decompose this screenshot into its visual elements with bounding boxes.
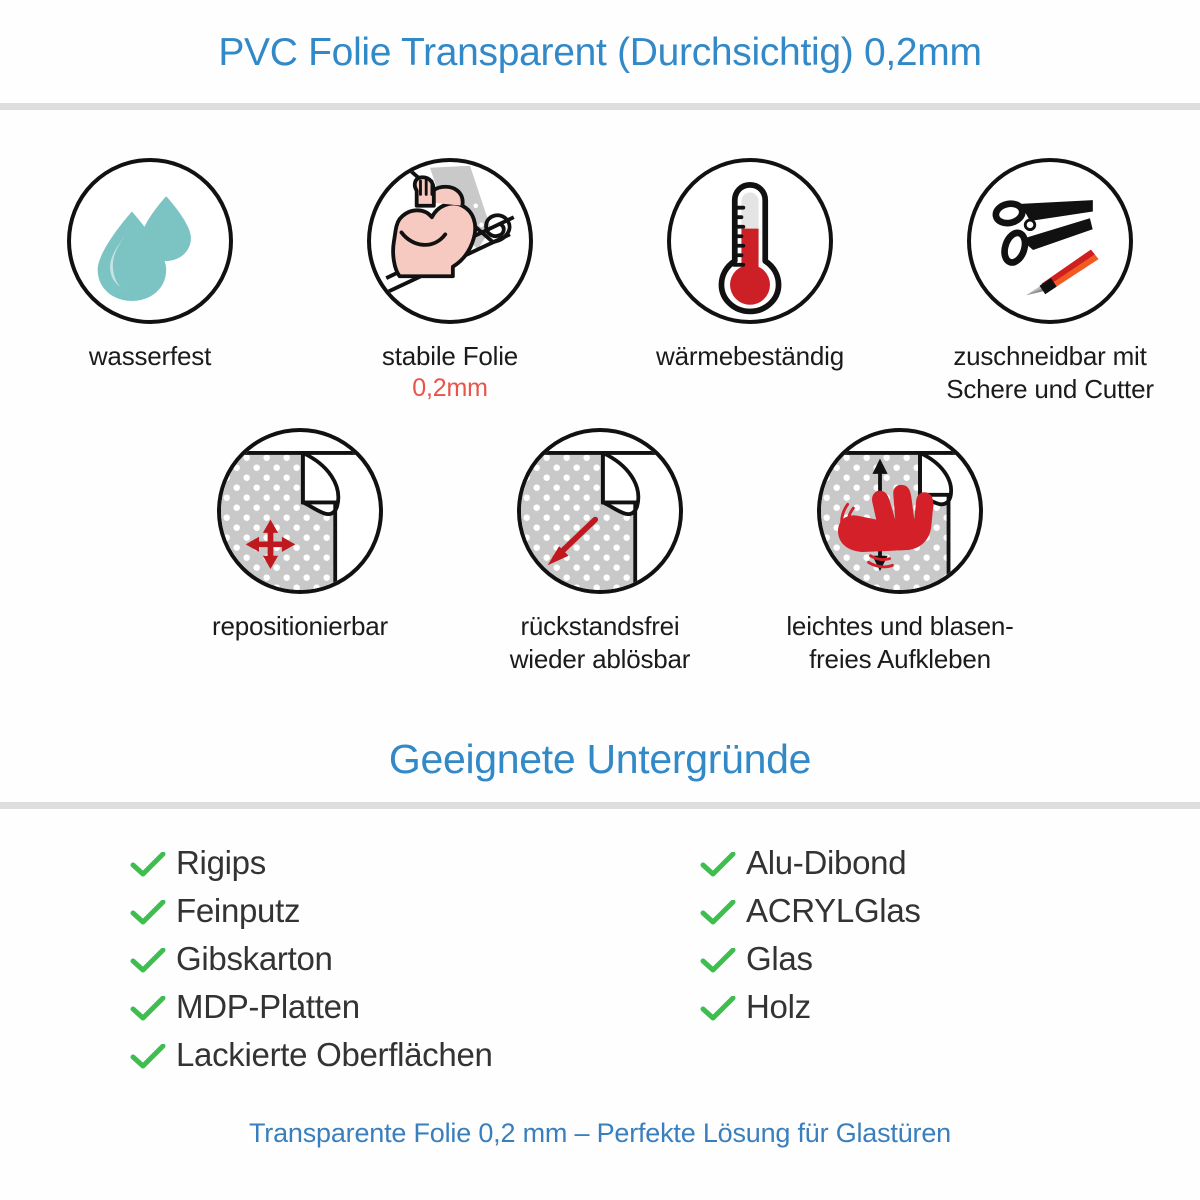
check-icon bbox=[700, 852, 746, 878]
feature-label: zuschneidbar mit Schere und Cutter bbox=[946, 341, 1154, 405]
scissors-cutter-icon bbox=[971, 162, 1129, 320]
badge-circle bbox=[217, 428, 383, 594]
list-item: Holz bbox=[700, 990, 1090, 1038]
feature-label: wasserfest bbox=[88, 341, 212, 371]
section-heading-untergruende: Geeignete Untergründe bbox=[388, 736, 812, 782]
list-item: MDP-Platten bbox=[130, 990, 600, 1038]
page-title: PVC Folie Transparent (Durchsichtig) 0,2… bbox=[218, 31, 982, 74]
feature-label: repositionierbar bbox=[211, 611, 388, 641]
list-item-label: Gibskarton bbox=[176, 940, 333, 977]
list-item: Gibskarton bbox=[130, 942, 600, 990]
list-item-label: Holz bbox=[746, 988, 811, 1025]
feature-waermebestaendig: wärmebeständig bbox=[600, 158, 900, 406]
check-icon bbox=[700, 900, 746, 926]
badge-circle bbox=[967, 158, 1133, 324]
list-item: Lackierte Oberflächen bbox=[130, 1038, 600, 1086]
water-drops-icon bbox=[71, 162, 229, 320]
list-item-label: Alu-Dibond bbox=[746, 844, 907, 881]
feature-row-primary: wasserfest bbox=[0, 158, 1200, 406]
list-item-label: Feinputz bbox=[176, 892, 301, 929]
badge-circle bbox=[817, 428, 983, 594]
feature-label: leichtes und blasen- freies Aufkleben bbox=[786, 611, 1014, 675]
list-item: Alu-Dibond bbox=[700, 846, 1090, 894]
thermometer-icon bbox=[671, 162, 829, 320]
list-item-label: Rigips bbox=[176, 844, 266, 881]
feature-stabile-folie: stabile Folie 0,2mm bbox=[300, 158, 600, 406]
header: PVC Folie Transparent (Durchsichtig) 0,2… bbox=[0, 0, 1200, 106]
check-icon bbox=[130, 900, 176, 926]
divider-top bbox=[0, 103, 1200, 110]
list-item-label: Lackierte Oberflächen bbox=[176, 1036, 493, 1073]
feature-blasenfreies-aufkleben: leichtes und blasen- freies Aufkleben bbox=[750, 428, 1050, 676]
peel-off-sheet-icon bbox=[521, 432, 679, 590]
check-icon bbox=[700, 948, 746, 974]
hand-smoothing-sheet-icon bbox=[821, 432, 979, 590]
check-icon bbox=[700, 996, 746, 1022]
list-item-label: Glas bbox=[746, 940, 813, 977]
feature-label: wärmebeständig bbox=[656, 341, 844, 371]
check-icon bbox=[130, 948, 176, 974]
suitable-surfaces-list: Rigips Feinputz Gibskarton MDP-Platten bbox=[0, 846, 1200, 1086]
feature-zuschneidbar: zuschneidbar mit Schere und Cutter bbox=[900, 158, 1200, 406]
check-icon bbox=[130, 996, 176, 1022]
feature-rueckstandsfrei: rückstandsfrei wieder ablösbar bbox=[450, 428, 750, 676]
repositionable-sheet-icon bbox=[221, 432, 379, 590]
list-item: ACRYLGlas bbox=[700, 894, 1090, 942]
feature-row-secondary: repositionierbar bbox=[0, 428, 1200, 676]
feature-repositionierbar: repositionierbar bbox=[150, 428, 450, 676]
list-item-label: ACRYLGlas bbox=[746, 892, 921, 929]
checklist-column-right: Alu-Dibond ACRYLGlas Glas Holz bbox=[600, 846, 1090, 1086]
feature-label: rückstandsfrei wieder ablösbar bbox=[509, 611, 691, 675]
list-item: Rigips bbox=[130, 846, 600, 894]
checklist-column-left: Rigips Feinputz Gibskarton MDP-Platten bbox=[110, 846, 600, 1086]
badge-circle bbox=[67, 158, 233, 324]
footer-tagline: Transparente Folie 0,2 mm – Perfekte Lös… bbox=[249, 1118, 951, 1148]
list-item-label: MDP-Platten bbox=[176, 988, 360, 1025]
check-icon bbox=[130, 852, 176, 878]
feature-wasserfest: wasserfest bbox=[0, 158, 300, 406]
divider-middle bbox=[0, 802, 1200, 809]
check-icon bbox=[130, 1044, 176, 1070]
feature-label: stabile Folie bbox=[381, 341, 519, 371]
badge-circle bbox=[517, 428, 683, 594]
badge-circle bbox=[667, 158, 833, 324]
list-item: Feinputz bbox=[130, 894, 600, 942]
list-item: Glas bbox=[700, 942, 1090, 990]
badge-circle bbox=[367, 158, 533, 324]
feature-sublabel: 0,2mm bbox=[412, 374, 488, 403]
strong-arm-film-icon bbox=[371, 162, 529, 320]
